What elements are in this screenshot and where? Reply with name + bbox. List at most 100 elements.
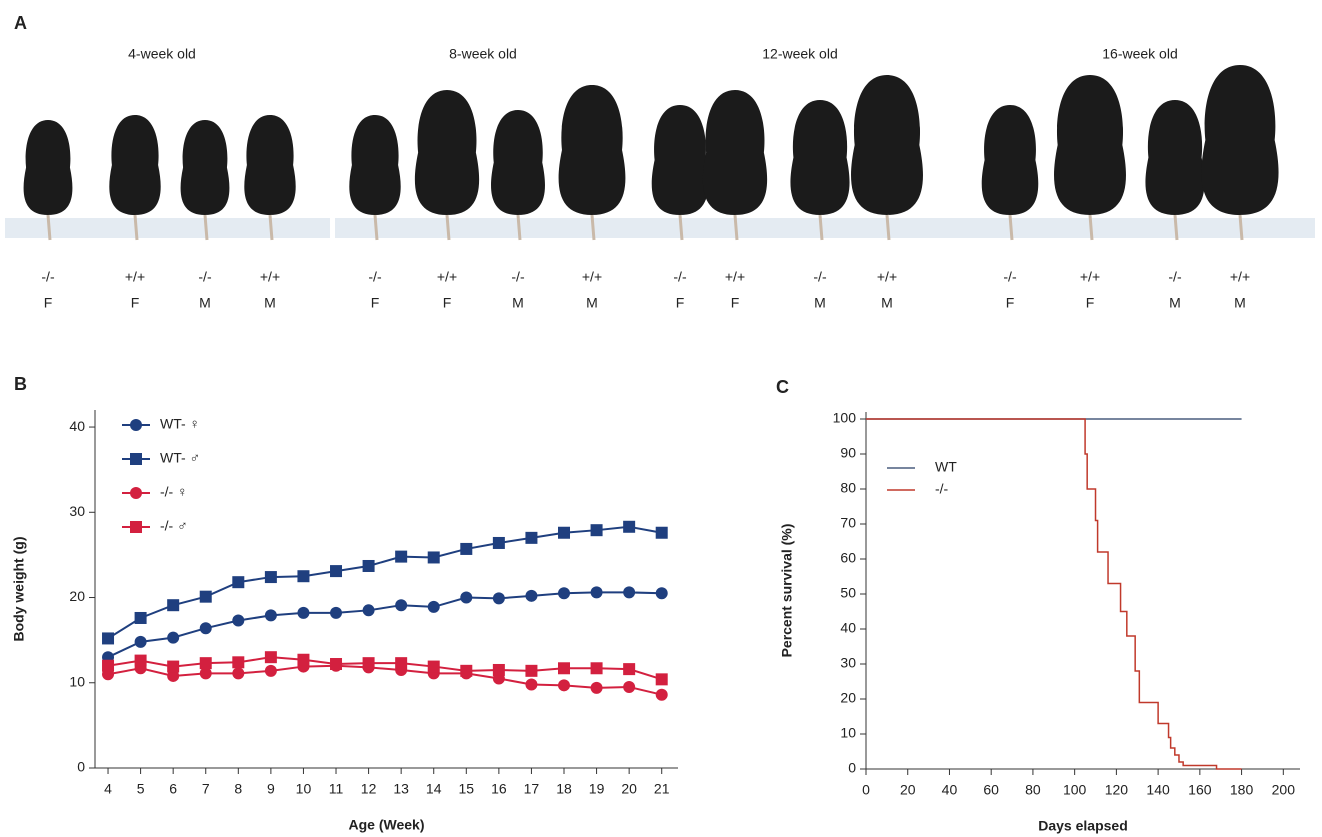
y-tick-label: 40 [840,620,856,636]
y-tick-label: 60 [840,550,856,566]
x-tick-label: 12 [361,781,377,797]
sex-label: F [44,295,53,311]
x-tick-label: 100 [1063,782,1087,798]
y-axis-title: Percent survival (%) [779,524,795,658]
data-point [460,542,473,555]
data-point [134,611,147,624]
x-axis-title: Days elapsed [1038,818,1128,834]
x-tick-label: 120 [1105,782,1129,798]
x-tick-label: 160 [1188,782,1212,798]
mouse-photo [180,120,230,215]
legend-label: -/- [935,481,949,497]
x-tick-label: 9 [267,781,275,797]
data-point [134,654,147,667]
data-point [623,663,636,676]
data-point [330,606,343,619]
mouse-tail [516,214,522,241]
x-tick-label: 16 [491,781,507,797]
data-point [460,591,473,604]
sex-label: F [1006,295,1015,311]
data-point [102,659,115,672]
legend-label: -/- ♂ [160,518,188,534]
sex-label: M [512,295,524,311]
y-tick-label: 20 [840,690,856,706]
data-point [590,586,603,599]
genotype-label: -/- [1003,269,1017,285]
mouse-photo [349,115,401,215]
data-point [264,571,277,584]
y-tick-label: 30 [69,503,85,519]
data-point [460,664,473,677]
y-tick-label: 0 [77,759,85,775]
data-point [623,681,636,694]
data-point [102,632,115,645]
mouse-tail [268,214,274,241]
x-tick-label: 20 [900,782,916,798]
x-tick-label: 40 [942,782,958,798]
data-point [558,662,571,675]
data-point [199,622,212,635]
x-tick-label: 14 [426,781,442,797]
data-point [395,550,408,563]
data-point [558,679,571,692]
x-tick-label: 0 [862,782,870,798]
data-point [199,590,212,603]
sex-label: F [371,295,380,311]
mouse-photo [790,100,850,215]
genotype-label: -/- [41,269,55,285]
mouse-photo [491,110,545,215]
data-point [330,565,343,578]
data-point [232,656,245,669]
group-title: 16-week old [1102,46,1178,62]
y-tick-label: 80 [840,480,856,496]
x-tick-label: 18 [556,781,572,797]
data-point [492,592,505,605]
sex-label: F [676,295,685,311]
mouse-photo [1201,65,1279,215]
data-point [167,669,180,682]
mouse-tail [46,214,52,241]
mouse-photo [558,85,626,215]
x-tick-label: 180 [1230,782,1254,798]
y-tick-label: 10 [69,673,85,689]
mouse-photo [23,120,73,215]
genotype-label: +/+ [437,269,457,285]
data-point [362,559,375,572]
data-point [167,599,180,612]
mouse-photo [702,90,768,215]
data-point [655,673,668,686]
mouse-tail [445,214,451,241]
y-tick-label: 40 [69,418,85,434]
x-tick-label: 17 [524,781,540,797]
data-point [232,576,245,589]
y-tick-label: 30 [840,655,856,671]
data-point [590,524,603,537]
series-line [107,525,662,640]
data-point [232,614,245,627]
data-point [199,657,212,670]
mouse-tail [373,214,379,241]
data-point [199,667,212,680]
x-tick-label: 15 [459,781,475,797]
x-tick-label: 13 [393,781,409,797]
genotype-label: -/- [1168,269,1182,285]
y-axis-title: Body weight (g) [11,537,27,642]
mouse-photo [1054,75,1126,215]
data-point [558,587,571,600]
x-tick-label: 20 [621,781,637,797]
x-tick-label: 4 [104,781,112,797]
sex-label: M [586,295,598,311]
y-tick-label: 0 [848,760,856,776]
data-point [264,664,277,677]
x-tick-label: 140 [1146,782,1170,798]
data-point [167,631,180,644]
data-point [623,586,636,599]
data-point [264,609,277,622]
photo-floor [5,218,330,238]
mouse-tail [1008,214,1014,241]
mouse-photo [1145,100,1205,215]
sex-label: M [1234,295,1246,311]
panel-label: A [14,13,27,33]
sex-label: F [731,295,740,311]
y-tick-label: 20 [69,588,85,604]
